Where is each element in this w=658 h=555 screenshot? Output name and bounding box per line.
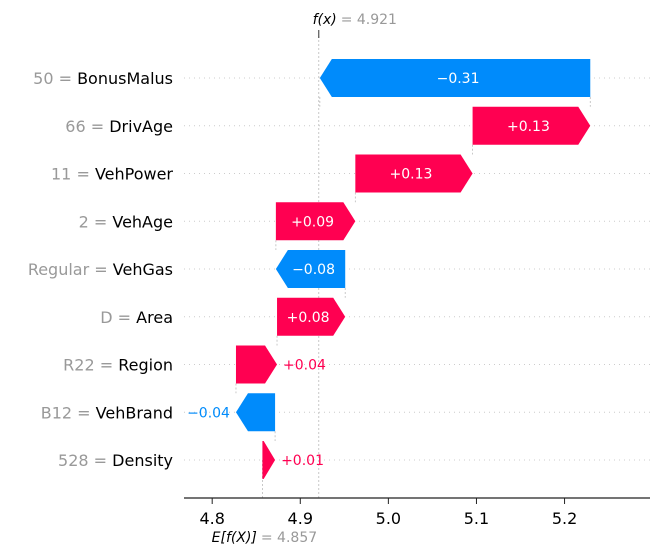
feature-value-text: R22 = (63, 356, 118, 375)
feature-label: R22 = Region (63, 356, 173, 375)
contribution-value-label: +0.09 (291, 214, 334, 230)
contribution-value-label: +0.13 (507, 119, 550, 135)
feature-name-text: Area (136, 308, 173, 327)
feature-label: Regular = VehGas (28, 260, 173, 279)
contribution-bar-vehbrand (235, 393, 276, 432)
efx-label: E[f(X)] (212, 530, 257, 546)
feature-label: 528 = Density (58, 451, 173, 470)
contribution-bar-vehpower (355, 154, 473, 193)
contribution-bar-density (262, 441, 276, 479)
x-tick-label: 5.2 (552, 509, 577, 528)
feature-name-text: Region (118, 356, 173, 375)
reference-lines (262, 30, 320, 498)
contribution-bar-vehage (275, 202, 356, 241)
feature-value-text: 2 = (79, 212, 113, 231)
contribution-bar-vehgas (275, 250, 346, 288)
feature-label: 11 = VehPower (51, 165, 173, 184)
contribution-value-label: +0.08 (287, 310, 330, 326)
contribution-bars (235, 59, 591, 479)
base-value-label: E[f(X)] = 4.857 (212, 530, 317, 546)
feature-value-text: 528 = (58, 451, 112, 470)
contribution-bar-bonusmalus (319, 59, 591, 97)
x-axis: 4.8 4.9 5.0 5.1 5.2 (184, 497, 650, 528)
bar-connectors (235, 97, 591, 441)
feature-name-text: VehAge (112, 212, 173, 231)
feature-name-text: BonusMalus (77, 69, 173, 88)
feature-name-text: VehGas (113, 260, 173, 279)
contribution-value-label: −0.04 (187, 405, 230, 421)
contribution-bar-drivage (472, 106, 591, 145)
feature-value-text: Regular = (28, 260, 113, 279)
feature-name-text: Density (112, 451, 173, 470)
output-value-label: f(x) = 4.921 (313, 12, 397, 28)
feature-name-text: DrivAge (109, 117, 173, 136)
x-tick-label: 5.1 (464, 509, 489, 528)
feature-label: D = Area (100, 308, 173, 327)
feature-value-text: D = (100, 308, 136, 327)
fx-label: f(x) (313, 12, 337, 28)
feature-name-text: VehPower (95, 165, 173, 184)
x-tick-label: 4.8 (199, 509, 224, 528)
contribution-value-label: +0.01 (281, 453, 324, 469)
contribution-bar-region (235, 345, 278, 384)
feature-value-text: 11 = (51, 165, 95, 184)
feature-value-text: 66 = (65, 117, 109, 136)
contribution-value-label: −0.31 (437, 71, 480, 87)
x-tick-label: 4.9 (288, 509, 313, 528)
feature-value-text: B12 = (41, 403, 96, 422)
feature-name-text: VehBrand (96, 403, 173, 422)
contribution-value-label: +0.04 (283, 358, 326, 374)
feature-label: 66 = DrivAge (65, 117, 173, 136)
efx-value: = 4.857 (261, 530, 317, 546)
contribution-bar-area (277, 297, 346, 336)
feature-value-text: 50 = (33, 69, 77, 88)
contribution-value-label: −0.08 (292, 262, 335, 278)
x-tick-label: 5.0 (376, 509, 401, 528)
feature-label: B12 = VehBrand (41, 403, 173, 422)
contribution-value-label: +0.13 (390, 167, 433, 183)
feature-label: 2 = VehAge (79, 212, 173, 231)
feature-labels: −0.31 50 = BonusMalus +0.13 66 = DrivAge +0.… (28, 69, 550, 470)
feature-label: 50 = BonusMalus (33, 69, 173, 88)
fx-value: = 4.921 (341, 12, 397, 28)
